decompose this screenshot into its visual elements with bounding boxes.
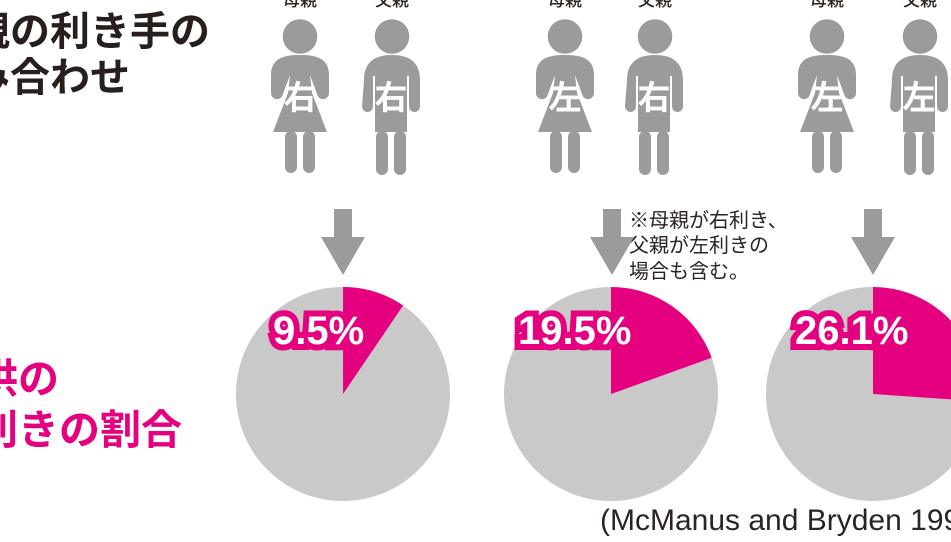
svg-text:右: 右 bbox=[375, 71, 408, 119]
svg-text:左: 左 bbox=[811, 71, 844, 119]
svg-text:左: 左 bbox=[903, 71, 936, 119]
svg-text:右: 右 bbox=[284, 71, 317, 119]
svg-text:左: 左 bbox=[549, 71, 582, 119]
svg-text:右: 右 bbox=[638, 71, 671, 119]
